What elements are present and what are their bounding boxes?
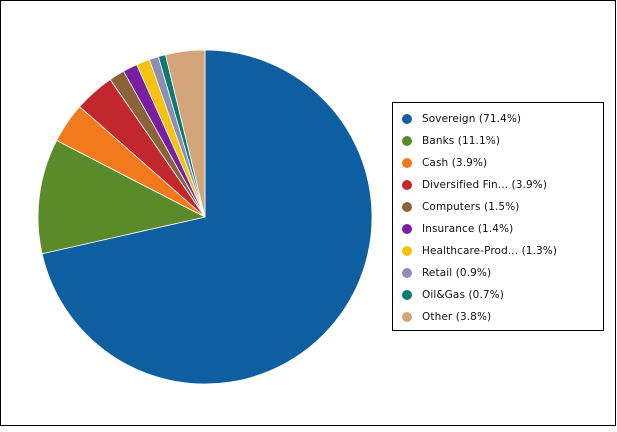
legend-swatch (402, 224, 412, 234)
legend-item-insurance: Insurance (1.4%) (402, 218, 603, 240)
legend-swatch (402, 268, 412, 278)
legend-swatch (402, 246, 412, 256)
legend-label: Retail (0.9%) (422, 267, 492, 279)
legend-item-retail: Retail (0.9%) (402, 262, 603, 284)
legend-item-computers: Computers (1.5%) (402, 196, 603, 218)
pie-slice-banks (37, 139, 207, 255)
legend-label: Oil&Gas (0.7%) (422, 289, 504, 301)
legend-item-sovereign: Sovereign (71.4%) (402, 108, 603, 130)
legend-label: Insurance (1.4%) (422, 223, 514, 235)
legend-label: Healthcare-Prod... (1.3%) (422, 245, 558, 257)
legend-item-cash: Cash (3.9%) (402, 152, 603, 174)
legend-item-healthcare-prod: Healthcare-Prod... (1.3%) (402, 240, 603, 262)
legend-label: Cash (3.9%) (422, 157, 488, 169)
legend-item-banks: Banks (11.1%) (402, 130, 603, 152)
legend-label: Sovereign (71.4%) (422, 113, 522, 125)
legend-label: Diversified Fin... (3.9%) (422, 179, 548, 191)
legend: Sovereign (71.4%) Banks (11.1%) Cash (3.… (392, 102, 604, 331)
legend-item-diversified-fin: Diversified Fin... (3.9%) (402, 174, 603, 196)
legend-label: Other (3.8%) (422, 311, 492, 323)
legend-swatch (402, 180, 412, 190)
legend-swatch (402, 290, 412, 300)
pie-slice-other (164, 49, 206, 218)
legend-label: Banks (11.1%) (422, 135, 501, 147)
legend-swatch (402, 312, 412, 322)
pie-slice-sovereign (41, 49, 373, 385)
legend-swatch (402, 158, 412, 168)
legend-swatch (402, 202, 412, 212)
legend-swatch (402, 114, 412, 124)
legend-item-oil-gas: Oil&Gas (0.7%) (402, 284, 603, 306)
legend-label: Computers (1.5%) (422, 201, 520, 213)
legend-swatch (402, 136, 412, 146)
legend-item-other: Other (3.8%) (402, 306, 603, 328)
